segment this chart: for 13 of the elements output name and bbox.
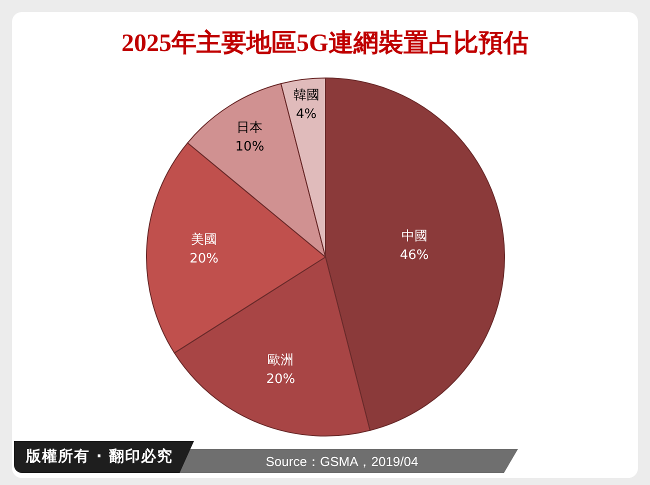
chart-title: 2025年主要地區5G連網裝置占比預估 — [122, 29, 528, 57]
data-label: 46% — [400, 248, 429, 263]
data-label: 20% — [266, 372, 296, 388]
slice-label: 中國 — [401, 228, 428, 244]
slice-label: 日本 — [236, 120, 263, 136]
source-note: Source：GSMA，2019/04 — [266, 454, 418, 469]
data-label: 10% — [235, 140, 264, 155]
data-label: 20% — [190, 251, 218, 266]
slice-label: 歐洲 — [268, 353, 294, 368]
text: 版權所有 · 翻印必究 — [26, 447, 174, 465]
slice-label: 美國 — [191, 231, 218, 248]
data-label: 4% — [296, 106, 317, 122]
slice-label: 韓國 — [293, 88, 320, 103]
